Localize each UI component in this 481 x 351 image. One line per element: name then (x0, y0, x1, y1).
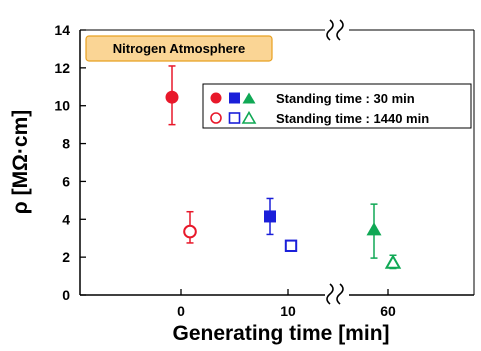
data-point-square-filled (264, 197, 276, 236)
data-point-circle-filled (165, 65, 179, 126)
y-tick-label: 0 (62, 287, 70, 303)
y-tick-label: 4 (62, 211, 70, 227)
y-ticks: 0 2 4 6 8 10 12 14 (54, 22, 86, 303)
data-point-triangle-open (384, 254, 402, 270)
square-marker (284, 239, 298, 252)
circle-marker (183, 224, 197, 239)
axis-break-top (325, 16, 349, 44)
legend-label-30: Standing time : 30 min (276, 91, 415, 106)
x-axis-title: Generating time [min] (172, 322, 389, 345)
legend-green-filled-triangle (242, 92, 256, 104)
annotation-text: Nitrogen Atmosphere (113, 41, 245, 56)
y-tick-label: 14 (54, 22, 70, 38)
x-tick-label: 0 (177, 303, 185, 319)
legend: Standing time : 30 min Standing time : 1… (202, 83, 472, 129)
data-point-square-open (284, 239, 298, 252)
legend-blue-filled-square (229, 92, 240, 104)
circle-marker (165, 90, 179, 104)
legend-label-1440: Standing time : 1440 min (276, 111, 429, 126)
legend-blue-open-square (228, 112, 241, 124)
data-point-triangle-filled (366, 203, 382, 259)
y-tick-label: 10 (54, 98, 70, 114)
annotation-box: Nitrogen Atmosphere (85, 35, 273, 62)
y-tick-label: 8 (62, 136, 70, 152)
x-ticks: 0 10 60 (177, 289, 396, 319)
y-axis-title: ρ [MΩ·cm] (9, 110, 32, 215)
triangle-marker (366, 222, 382, 236)
y-tick-label: 12 (54, 60, 70, 76)
axis-break-bottom (325, 281, 349, 309)
triangle-marker (384, 254, 402, 269)
x-tick-label: 10 (280, 303, 296, 319)
legend-green-open-triangle (241, 110, 257, 124)
x-tick-label: 60 (380, 303, 396, 319)
square-marker (264, 210, 276, 223)
data-marks (165, 65, 402, 270)
y-tick-label: 2 (62, 249, 70, 265)
data-point-circle-open (183, 210, 197, 244)
y-tick-label: 6 (62, 173, 70, 189)
legend-red-open-circle (210, 112, 222, 124)
legend-red-filled-circle (210, 92, 222, 104)
